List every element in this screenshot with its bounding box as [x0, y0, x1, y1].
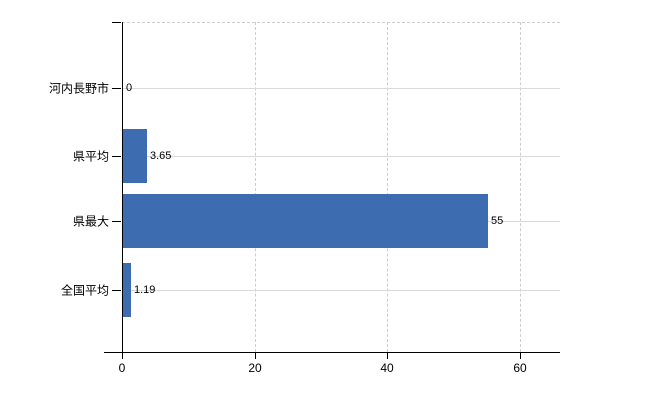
bar	[123, 129, 147, 183]
x-axis-tick	[255, 353, 256, 359]
x-axis-tick-label: 60	[513, 361, 527, 375]
plot-top-gridline	[122, 22, 560, 23]
category-gridline	[122, 290, 560, 291]
category-label: 県平均	[72, 149, 109, 163]
x-axis-tick-label: 0	[118, 361, 126, 375]
bar	[123, 263, 131, 317]
category-gridline	[122, 88, 560, 89]
x-gridline	[255, 22, 256, 352]
x-axis-line	[104, 352, 560, 353]
value-label: 55	[491, 214, 504, 227]
category-tick	[112, 156, 121, 157]
category-tick	[112, 290, 121, 291]
category-label: 全国平均	[60, 283, 109, 297]
x-axis-tick	[520, 353, 521, 359]
category-label: 河内長野市	[48, 81, 109, 96]
category-tick	[112, 88, 121, 89]
x-gridline	[520, 22, 521, 352]
x-axis-tick-label: 20	[248, 361, 262, 375]
category-label: 県最大	[72, 214, 109, 228]
category-gridline	[122, 156, 560, 157]
x-axis-tick	[387, 353, 388, 359]
x-axis-tick-label: 40	[380, 361, 394, 375]
y-axis-line	[122, 22, 123, 352]
value-label: 0	[126, 82, 133, 94]
value-label: 3.65	[150, 149, 172, 162]
category-tick	[112, 221, 121, 222]
x-axis-tick	[122, 353, 123, 359]
value-label: 1.19	[134, 283, 156, 296]
bar	[123, 194, 488, 248]
x-gridline	[387, 22, 388, 352]
y-axis-top-tick	[112, 22, 121, 23]
